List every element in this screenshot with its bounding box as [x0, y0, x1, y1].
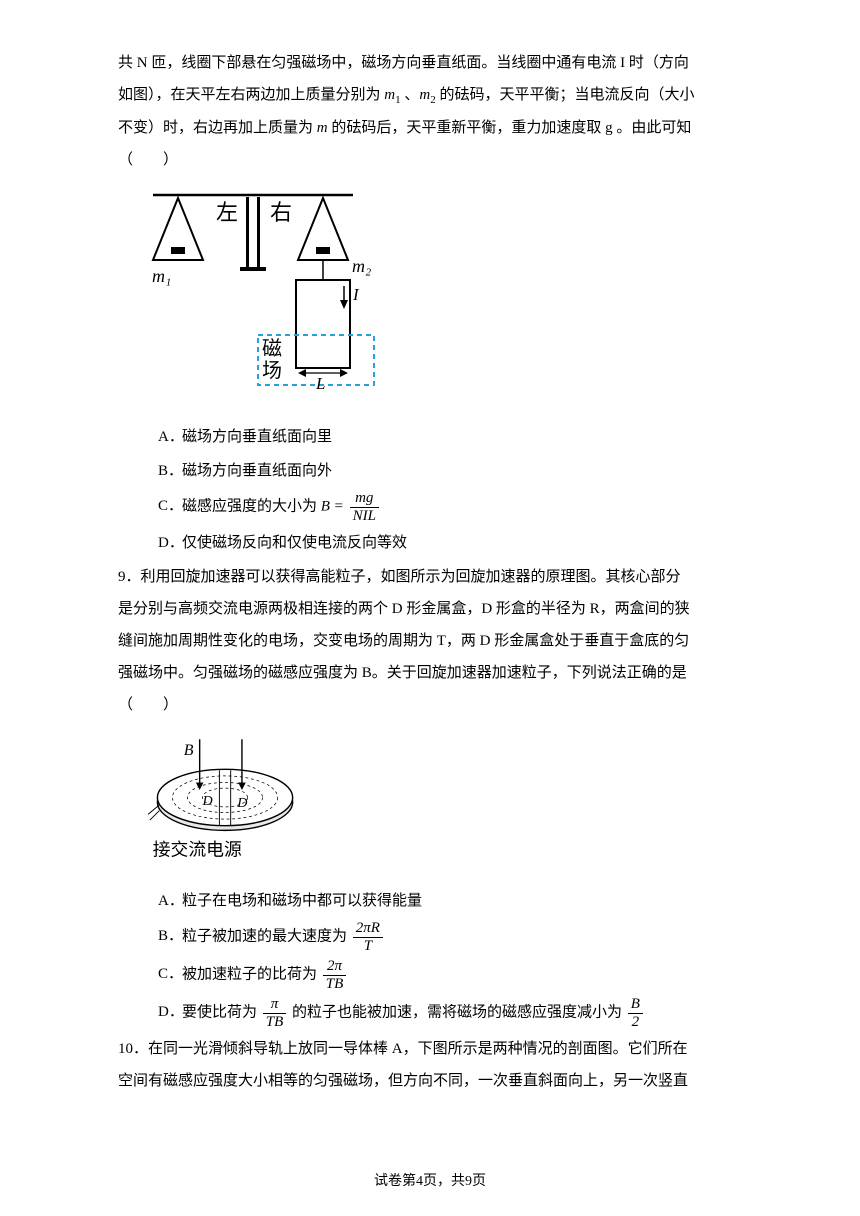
q9-option-B: B．粒子被加速的最大速度为 2πRT [118, 920, 742, 954]
q8-option-C: C．磁感应强度的大小为 B = mgNIL [118, 490, 742, 524]
q9-stem4: 强磁场中。匀强磁场的磁感应强度为 B。关于回旋加速器加速粒子，下列说法正确的是 [118, 658, 742, 688]
svg-text:m₂: m₂ [352, 256, 371, 276]
q10-line1: 10．在同一光滑倾斜导轨上放同一导体棒 A，下图所示是两种情况的剖面图。它们所在 [118, 1034, 742, 1064]
svg-text:磁: 磁 [262, 337, 282, 360]
page-footer: 试卷第4页，共9页 [0, 1168, 860, 1196]
q9-stem5: （ ） [118, 690, 742, 720]
svg-text:L: L [315, 374, 325, 393]
svg-text:D: D [201, 793, 212, 809]
q8-option-A: A．磁场方向垂直纸面向里 [118, 422, 742, 452]
q8-option-B: B．磁场方向垂直纸面向外 [118, 456, 742, 486]
q9-stem3: 缝间施加周期性变化的电场，交变电场的周期为 T，两 D 形金属盒处于垂直于盒底的… [118, 626, 742, 656]
q9-option-A: A．粒子在电场和磁场中都可以获得能量 [118, 886, 742, 916]
q9-stem1: 9．利用回旋加速器可以获得高能粒子，如图所示为回旋加速器的原理图。其核心部分 [118, 562, 742, 592]
intro-line1: 共 N 匝，线圈下部悬在匀强磁场中，磁场方向垂直纸面。当线圈中通有电流 I 时（… [118, 48, 742, 78]
intro-line4: （ ） [118, 145, 742, 175]
svg-text:B: B [184, 742, 194, 759]
svg-text:右: 右 [270, 200, 292, 225]
q9-option-C: C．被加速粒子的比荷为 2πTB [118, 958, 742, 992]
svg-text:接交流电源: 接交流电源 [153, 840, 242, 860]
svg-text:m₁: m₁ [152, 266, 171, 286]
svg-text:D: D [236, 795, 247, 811]
svg-text:左: 左 [216, 200, 238, 225]
q9-option-D: D．要使比荷为 πTB 的粒子也能被加速，需将磁场的磁感应强度减小为 B2 [118, 996, 742, 1030]
svg-text:I: I [352, 285, 360, 304]
intro-line3: 不变）时，右边再加上质量为 m 的砝码后，天平重新平衡，重力加速度取 g 。由此… [118, 113, 742, 143]
svg-text:场: 场 [262, 359, 282, 382]
q8-option-D: D．仅使磁场反向和仅使电流反向等效 [118, 528, 742, 558]
q9-stem2: 是分别与高频交流电源两极相连接的两个 D 形金属盒，D 形盒的半径为 R，两盒间… [118, 594, 742, 624]
intro-line2: 如图），在天平左右两边加上质量分别为 m1 、m2 的砝码，天平平衡；当电流反向… [118, 80, 742, 111]
cyclotron-figure: B D D 接交流电源 [148, 730, 742, 876]
balance-figure: 左 m₁ 右 m₂ I L 磁 场 [148, 185, 742, 412]
q10-line2: 空间有磁感应强度大小相等的匀强磁场，但方向不同，一次垂直斜面向上，另一次竖直 [118, 1066, 742, 1096]
